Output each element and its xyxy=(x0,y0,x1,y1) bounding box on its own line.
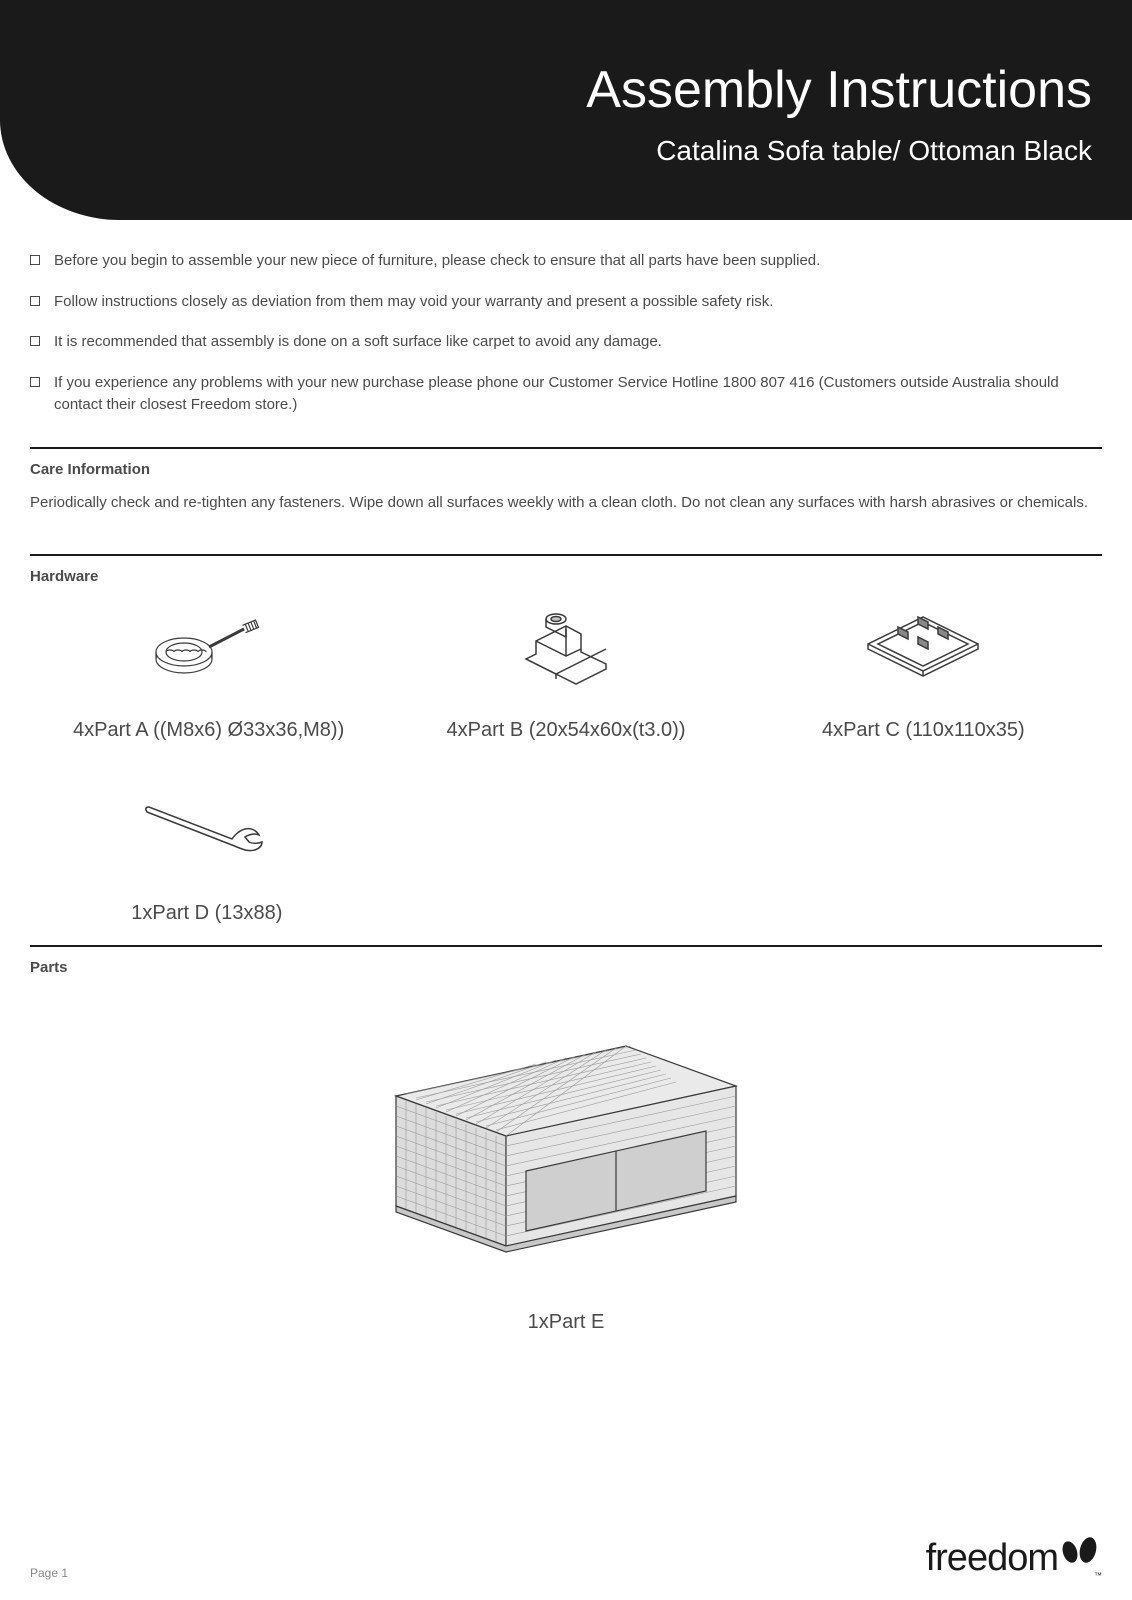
hardware-item-d: 1xPart D (13x88) xyxy=(30,782,384,925)
hardware-item-b: 4xPart B (20x54x60x(t3.0)) xyxy=(389,599,743,742)
hardware-item-a: 4xPart A ((M8x6) Ø33x36,M8)) xyxy=(32,599,386,742)
freedom-logo: freedom ™ xyxy=(926,1536,1102,1580)
svg-text:™: ™ xyxy=(1094,1571,1102,1580)
hardware-item-c: 4xPart C (110x110x35) xyxy=(746,599,1100,742)
bracket-icon xyxy=(511,599,621,699)
hardware-label: 4xPart A ((M8x6) Ø33x36,M8)) xyxy=(73,719,344,742)
intro-bullets: Before you begin to assemble your new pi… xyxy=(30,250,1102,417)
divider xyxy=(30,447,1102,449)
divider xyxy=(30,945,1102,947)
parts-area: 1xPart E xyxy=(30,1016,1102,1334)
wrench-icon xyxy=(137,782,277,882)
hardware-row-2: 1xPart D (13x88) xyxy=(30,782,1102,925)
ottoman-body-icon xyxy=(356,1016,776,1281)
hardware-label: 4xPart B (20x54x60x(t3.0)) xyxy=(446,719,685,742)
hardware-heading: Hardware xyxy=(30,568,1102,585)
bullet-item: Before you begin to assemble your new pi… xyxy=(30,250,1102,273)
care-heading: Care Information xyxy=(30,461,1102,478)
bullet-item: Follow instructions closely as deviation… xyxy=(30,291,1102,314)
bullet-item: It is recommended that assembly is done … xyxy=(30,331,1102,354)
care-text: Periodically check and re-tighten any fa… xyxy=(30,492,1102,515)
logo-mark-icon: ™ xyxy=(1058,1536,1102,1580)
footer: Page 1 freedom ™ xyxy=(30,1536,1102,1580)
page-number: Page 1 xyxy=(30,1566,68,1580)
hardware-label: 4xPart C (110x110x35) xyxy=(822,719,1025,742)
header-banner: Assembly Instructions Catalina Sofa tabl… xyxy=(0,0,1132,220)
hardware-label: 1xPart D (13x88) xyxy=(131,902,282,925)
parts-label: 1xPart E xyxy=(528,1311,605,1334)
foot-cap-icon xyxy=(858,599,988,699)
page-title: Assembly Instructions xyxy=(586,60,1092,120)
divider xyxy=(30,554,1102,556)
logo-text: freedom xyxy=(926,1537,1058,1580)
hardware-row-1: 4xPart A ((M8x6) Ø33x36,M8)) xyxy=(30,599,1102,742)
bullet-item: If you experience any problems with your… xyxy=(30,372,1102,417)
knob-icon xyxy=(149,599,269,699)
content-area: Before you begin to assemble your new pi… xyxy=(0,220,1132,1334)
page-subtitle: Catalina Sofa table/ Ottoman Black xyxy=(656,135,1092,167)
parts-heading: Parts xyxy=(30,959,1102,976)
